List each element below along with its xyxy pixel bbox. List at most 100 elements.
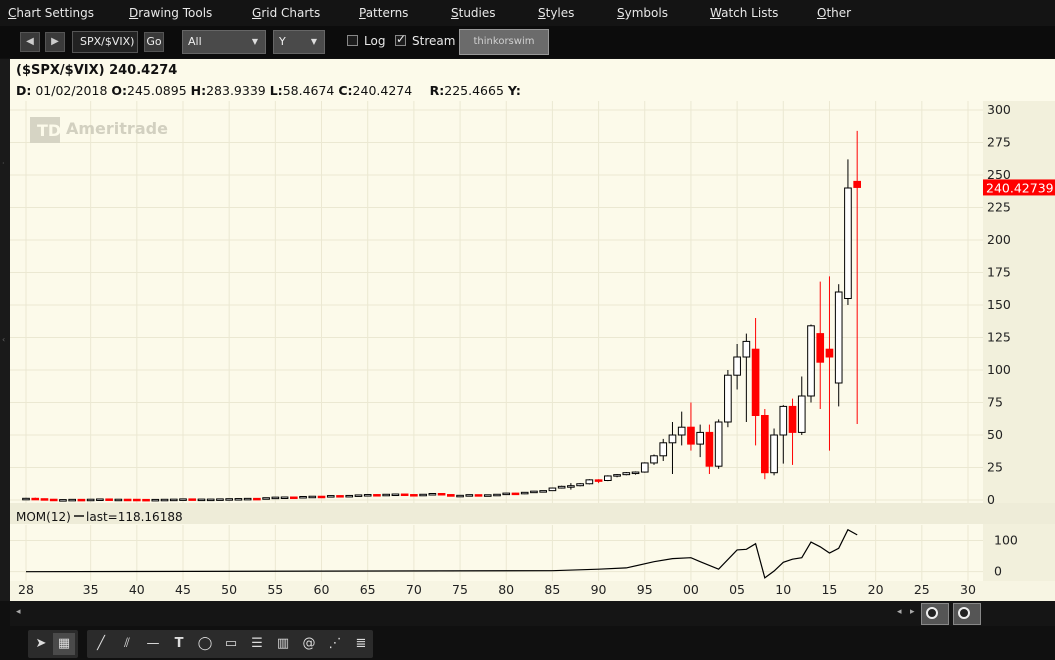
aggregation-value: Y xyxy=(279,35,286,48)
go-button[interactable]: Go xyxy=(144,32,164,52)
time-tick-label: 75 xyxy=(452,582,468,597)
scroll-left-small-icon[interactable]: ◂ xyxy=(897,607,902,617)
candle-body xyxy=(419,493,427,497)
menu-patterns[interactable]: Patterns xyxy=(359,6,409,20)
candle-body xyxy=(49,498,58,502)
candle-body xyxy=(502,492,511,496)
scroll-left-icon[interactable]: ◂ xyxy=(16,607,21,617)
menu-chart-settings[interactable]: Chart Settings xyxy=(8,6,95,20)
forward-button[interactable]: ▶ xyxy=(45,32,65,52)
candle-body xyxy=(31,497,40,501)
menu-watch-lists[interactable]: Watch Lists xyxy=(710,6,779,20)
candle-body xyxy=(326,495,335,498)
date-value: 01/02/2018 xyxy=(31,83,112,98)
stream-checkbox[interactable]: ✓ xyxy=(395,32,406,46)
candle-body xyxy=(853,180,862,188)
zoom-out-button[interactable] xyxy=(953,603,981,625)
candle-body xyxy=(410,494,418,497)
stream-label: Stream xyxy=(412,34,456,48)
log-checkbox[interactable] xyxy=(347,35,358,46)
thinkorswim-logo: thinkorswim xyxy=(459,29,549,55)
close-value: 240.4274 xyxy=(352,83,413,98)
candle-body xyxy=(354,494,363,497)
menu-other[interactable]: Other xyxy=(817,6,852,20)
fan-icon[interactable]: ⋰ xyxy=(328,636,342,651)
candle-body xyxy=(659,442,668,457)
candle-body xyxy=(779,405,788,436)
time-tick-label: 30 xyxy=(960,582,976,597)
timeframe-select[interactable]: All ▼ xyxy=(182,30,266,54)
price-tick-label: 25 xyxy=(987,460,1003,475)
indicator-tick-label: 0 xyxy=(994,564,1002,579)
range-value: 225.4665 xyxy=(444,83,508,98)
symbol-input[interactable]: SPX/$VIX) xyxy=(72,31,138,53)
candle-body xyxy=(86,498,95,502)
candle-body xyxy=(668,434,677,444)
left-panel-edge[interactable]: · ‹ xyxy=(0,59,10,601)
zoom-in-button[interactable] xyxy=(921,603,949,625)
fibonacci-icon[interactable]: ☰ xyxy=(251,636,263,651)
gann-icon[interactable]: ▥ xyxy=(276,636,290,651)
candle-body xyxy=(271,496,280,500)
menu-symbols[interactable]: Symbols xyxy=(617,6,668,20)
range-label: R: xyxy=(429,83,445,98)
candle-body xyxy=(345,494,354,498)
candle-body xyxy=(336,495,344,498)
trendline-icon[interactable]: ⫽ xyxy=(124,636,130,651)
aggregation-select[interactable]: Y ▼ xyxy=(273,30,325,54)
indicator-tick-label: 100 xyxy=(994,533,1018,548)
horizontal-line-icon[interactable]: — xyxy=(146,636,160,651)
crosshair-icon[interactable]: ▦ xyxy=(53,633,75,655)
date-label: D: xyxy=(16,83,32,98)
candle-body xyxy=(585,479,594,485)
time-tick-label: 50 xyxy=(221,582,237,597)
menu-drawing-tools[interactable]: Drawing Tools xyxy=(129,6,213,20)
price-chart[interactable]: TD Ameritrade 02550751001251501752002252… xyxy=(10,59,1055,601)
chart-panel[interactable]: ($SPX/$VIX) 240.4274 D: 01/02/2018 O:245… xyxy=(10,59,1055,601)
candle-body xyxy=(548,487,557,492)
candle-body xyxy=(760,415,769,474)
log-label: Log xyxy=(364,34,386,48)
high-label: H: xyxy=(190,83,207,98)
cursor-icon[interactable]: ➤ xyxy=(35,636,47,651)
year-label: Y: xyxy=(507,83,521,98)
td-logo-text: TD xyxy=(37,121,61,140)
high-value: 283.9339 xyxy=(206,83,270,98)
candle-body xyxy=(262,497,270,500)
pencil-icon[interactable]: ╱ xyxy=(97,636,105,651)
candle-body xyxy=(114,498,123,502)
candle-body xyxy=(603,475,612,482)
chevron-down-icon: ▼ xyxy=(310,37,317,46)
price-tick-label: 100 xyxy=(987,362,1011,377)
rectangle-icon[interactable]: ▭ xyxy=(224,636,238,651)
candle-body xyxy=(474,494,483,497)
scroll-right-small-icon[interactable]: ▸ xyxy=(910,607,915,617)
price-tick-label: 150 xyxy=(987,297,1011,312)
candle-body xyxy=(40,498,49,501)
ellipse-icon[interactable]: ◯ xyxy=(197,636,213,651)
spiral-icon[interactable]: @ xyxy=(302,636,316,651)
low-label: L: xyxy=(269,83,283,98)
candle-body xyxy=(123,498,132,502)
time-scrollbar[interactable]: ◂ ◂ ▸ xyxy=(10,601,1055,626)
candle-body xyxy=(105,498,113,501)
candle-body xyxy=(788,405,797,433)
candle-body xyxy=(160,498,169,502)
text-tool-icon[interactable]: T xyxy=(174,636,184,651)
time-tick-label: 90 xyxy=(591,582,607,597)
candle-body xyxy=(289,496,298,500)
back-button[interactable]: ◀ xyxy=(20,32,40,52)
menu-styles[interactable]: Styles xyxy=(538,6,575,20)
candle-body xyxy=(253,497,261,501)
low-value: 58.4674 xyxy=(282,83,339,98)
menu-grid-charts[interactable]: Grid Charts xyxy=(252,6,321,20)
candle-body xyxy=(677,426,686,436)
candle-body xyxy=(363,494,372,497)
candle-body xyxy=(650,455,658,464)
channels-icon[interactable]: ≣ xyxy=(355,636,367,651)
candle-body xyxy=(705,431,714,467)
price-tick-label: 0 xyxy=(987,492,995,507)
candle-body xyxy=(428,493,437,496)
time-tick-label: 35 xyxy=(83,582,99,597)
menu-studies[interactable]: Studies xyxy=(451,6,496,20)
